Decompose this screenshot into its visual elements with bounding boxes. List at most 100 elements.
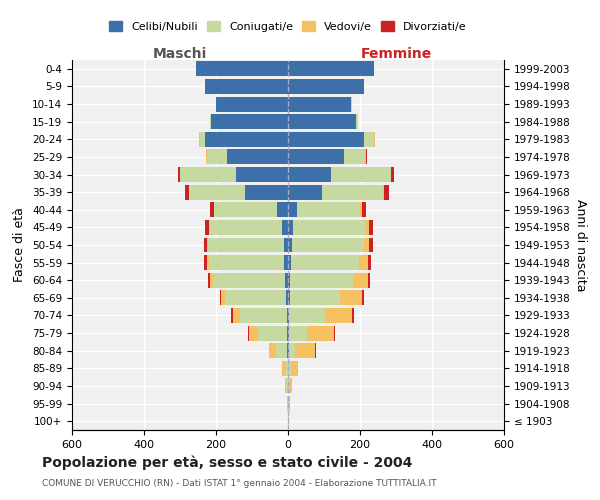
Bar — [277, 202, 288, 218]
Bar — [288, 79, 364, 94]
Bar — [245, 184, 288, 200]
Bar — [289, 343, 295, 358]
Bar — [288, 343, 289, 358]
Bar — [249, 326, 258, 340]
Bar — [287, 343, 288, 358]
Bar — [204, 238, 207, 252]
Bar — [356, 114, 358, 129]
Bar — [288, 202, 297, 218]
Bar — [258, 326, 287, 340]
Bar — [285, 378, 286, 394]
Bar — [375, 132, 376, 147]
Bar — [286, 290, 288, 306]
Bar — [315, 343, 316, 358]
Bar — [211, 114, 288, 129]
Bar — [205, 255, 207, 270]
Text: COMUNE DI VERUCCHIO (RN) - Dati ISTAT 1° gennaio 2004 - Elaborazione TUTTITALIA.: COMUNE DI VERUCCHIO (RN) - Dati ISTAT 1°… — [42, 479, 437, 488]
Bar — [288, 238, 292, 252]
Bar — [232, 308, 233, 323]
Bar — [209, 114, 211, 129]
Bar — [196, 62, 288, 76]
Bar — [240, 308, 287, 323]
Bar — [214, 202, 277, 218]
Bar — [288, 308, 289, 323]
Bar — [236, 167, 288, 182]
Bar — [360, 202, 362, 218]
Bar — [208, 238, 284, 252]
Bar — [289, 308, 325, 323]
Bar — [288, 273, 290, 287]
Bar — [287, 326, 288, 340]
Bar — [209, 220, 281, 235]
Bar — [383, 184, 385, 200]
Bar — [293, 220, 365, 235]
Bar — [359, 255, 368, 270]
Bar — [364, 238, 369, 252]
Bar — [391, 167, 394, 182]
Bar — [344, 150, 365, 164]
Bar — [282, 361, 285, 376]
Bar — [248, 326, 249, 340]
Bar — [288, 184, 322, 200]
Bar — [340, 290, 362, 306]
Bar — [205, 220, 209, 235]
Text: Popolazione per età, sesso e stato civile - 2004: Popolazione per età, sesso e stato civil… — [42, 456, 412, 470]
Bar — [331, 167, 391, 182]
Bar — [225, 290, 286, 306]
Bar — [200, 132, 205, 147]
Bar — [207, 150, 227, 164]
Bar — [292, 238, 364, 252]
Bar — [206, 150, 207, 164]
Bar — [189, 184, 245, 200]
Bar — [277, 343, 287, 358]
Bar — [353, 273, 368, 287]
Text: Maschi: Maschi — [153, 47, 207, 61]
Bar — [325, 308, 352, 323]
Bar — [289, 326, 307, 340]
Text: Femmine: Femmine — [361, 47, 431, 61]
Bar — [288, 62, 374, 76]
Bar — [369, 238, 373, 252]
Bar — [288, 255, 291, 270]
Bar — [351, 96, 352, 112]
Bar — [288, 150, 344, 164]
Bar — [289, 361, 290, 376]
Bar — [207, 255, 209, 270]
Bar — [209, 255, 284, 270]
Bar — [227, 150, 288, 164]
Bar — [289, 378, 292, 394]
Bar — [287, 308, 288, 323]
Bar — [216, 96, 288, 112]
Bar — [297, 202, 360, 218]
Bar — [288, 132, 364, 147]
Bar — [368, 255, 371, 270]
Bar — [205, 79, 288, 94]
Bar — [288, 290, 290, 306]
Bar — [366, 150, 367, 164]
Bar — [364, 132, 374, 147]
Bar — [220, 290, 221, 306]
Bar — [289, 396, 290, 411]
Legend: Celibi/Nubili, Coniugati/e, Vedovi/e, Divorziati/e: Celibi/Nubili, Coniugati/e, Vedovi/e, Di… — [106, 18, 470, 35]
Bar — [290, 290, 340, 306]
Bar — [287, 396, 288, 411]
Bar — [185, 184, 189, 200]
Bar — [352, 308, 354, 323]
Bar — [180, 167, 236, 182]
Bar — [290, 361, 298, 376]
Bar — [284, 255, 288, 270]
Bar — [365, 150, 366, 164]
Bar — [210, 202, 214, 218]
Bar — [213, 273, 285, 287]
Bar — [288, 220, 293, 235]
Bar — [208, 273, 210, 287]
Bar — [288, 167, 331, 182]
Bar — [288, 396, 289, 411]
Bar — [288, 96, 351, 112]
Bar — [285, 361, 287, 376]
Bar — [322, 184, 383, 200]
Bar — [284, 238, 288, 252]
Bar — [205, 132, 288, 147]
Bar — [365, 220, 369, 235]
Bar — [207, 238, 208, 252]
